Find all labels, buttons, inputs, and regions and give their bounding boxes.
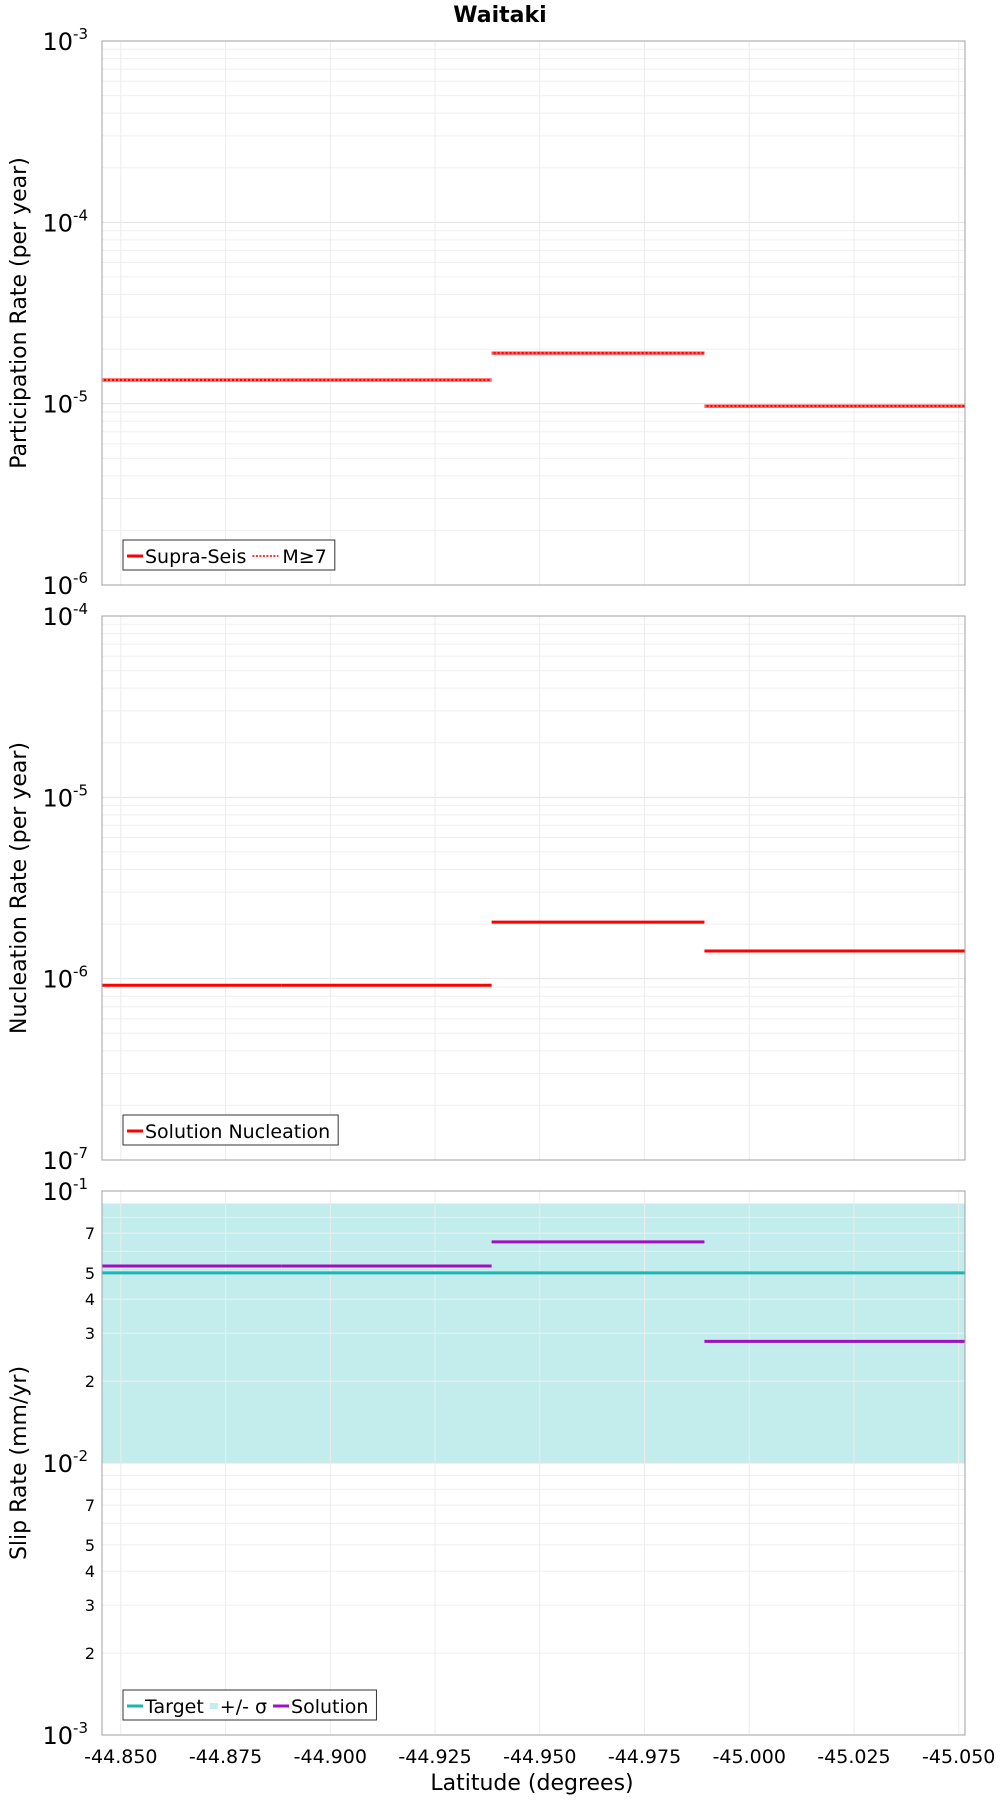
y-tick-label: 10-3 bbox=[42, 25, 88, 56]
plot-frame bbox=[101, 40, 966, 586]
legend-label: Supra-Seis bbox=[145, 546, 246, 568]
y-minor-tick-label: 5 bbox=[85, 1264, 95, 1283]
x-tick-label: -44.950 bbox=[503, 1746, 576, 1768]
y-tick-label: 10-1 bbox=[42, 1175, 88, 1206]
legend-box bbox=[122, 539, 336, 571]
y-tick-label: 10-5 bbox=[42, 781, 88, 812]
y-tick-label: 10-5 bbox=[42, 388, 88, 419]
y-tick-label: 10-3 bbox=[42, 1719, 88, 1750]
y-minor-tick-label: 3 bbox=[85, 1596, 95, 1615]
nucleation-panel: 10-7 10-6 10-5 10-4 Nucleation Rate (per yea… bbox=[7, 600, 966, 1175]
y-axis-label: Nucleation Rate (per year) bbox=[7, 742, 32, 1034]
y-minor-tick-label: 3 bbox=[85, 1324, 95, 1343]
plot-frame bbox=[101, 615, 966, 1161]
legend: Solution Nucleation bbox=[122, 1114, 339, 1146]
participation-panel: 10-6 10-5 10-4 10-3 Participation Rate (per … bbox=[7, 25, 966, 600]
x-tick-label: -45.050 bbox=[922, 1746, 995, 1768]
y-tick-label: 10-7 bbox=[42, 1144, 88, 1175]
plot-frame bbox=[101, 1190, 966, 1736]
y-minor-tick-label: 5 bbox=[85, 1536, 95, 1555]
y-minor-tick-label: 2 bbox=[85, 1372, 95, 1391]
slip-panel: 10-3 10-2 10-1 2 3 4 5 7 2 3 4 5 7 Slip Rate (mm/yr) T… bbox=[7, 1175, 966, 1750]
x-tick-label: -44.850 bbox=[84, 1746, 157, 1768]
y-minor-tick-label: 7 bbox=[85, 1224, 95, 1243]
legend-label: Solution bbox=[291, 1696, 368, 1718]
plot-area bbox=[102, 616, 965, 1160]
y-minor-tick-label: 2 bbox=[85, 1644, 95, 1663]
x-tick-label: -44.925 bbox=[398, 1746, 471, 1768]
y-minor-tick-label: 4 bbox=[85, 1562, 95, 1581]
chart-title: Waitaki bbox=[453, 3, 546, 28]
legend-label: +/- σ bbox=[220, 1696, 267, 1718]
y-tick-label: 10-6 bbox=[42, 963, 88, 994]
legend-box bbox=[122, 1689, 377, 1721]
x-tick-label: -45.025 bbox=[817, 1746, 890, 1768]
legend-swatch bbox=[209, 1703, 218, 1709]
y-axis-label: Slip Rate (mm/yr) bbox=[7, 1366, 32, 1560]
x-tick-label: -44.875 bbox=[189, 1746, 262, 1768]
y-tick-label: 10-4 bbox=[42, 206, 88, 237]
y-axis-label: Participation Rate (per year) bbox=[7, 157, 32, 469]
y-tick-label: 10-2 bbox=[42, 1447, 88, 1478]
legend: Supra-Seis M≥7 bbox=[122, 539, 336, 571]
y-minor-tick-label: 7 bbox=[85, 1496, 95, 1515]
x-tick-label: -44.900 bbox=[294, 1746, 367, 1768]
y-tick-label: 10-4 bbox=[42, 600, 88, 631]
x-axis-label: Latitude (degrees) bbox=[430, 1771, 633, 1796]
legend-box bbox=[122, 1114, 339, 1146]
legend: Target +/- σ Solution bbox=[122, 1689, 377, 1721]
x-tick-label: -44.975 bbox=[608, 1746, 681, 1768]
legend-label: Target bbox=[144, 1696, 204, 1718]
y-minor-tick-label: 4 bbox=[85, 1290, 95, 1309]
legend-label: M≥7 bbox=[282, 546, 326, 568]
x-tick-label: -45.000 bbox=[713, 1746, 786, 1768]
plot-area bbox=[102, 41, 965, 585]
y-tick-label: 10-6 bbox=[42, 569, 88, 600]
legend-label: Solution Nucleation bbox=[145, 1121, 330, 1143]
